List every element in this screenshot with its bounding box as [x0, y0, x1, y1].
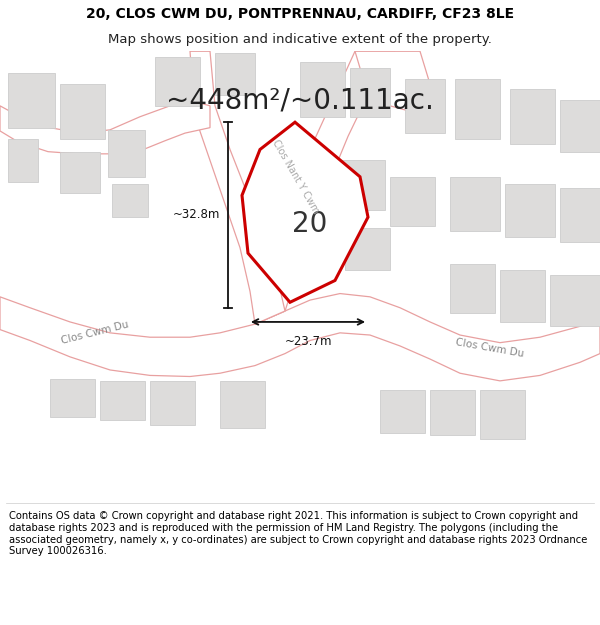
Polygon shape [242, 122, 368, 302]
Polygon shape [215, 53, 255, 95]
Polygon shape [390, 177, 435, 226]
Polygon shape [50, 379, 95, 417]
Polygon shape [450, 177, 500, 231]
Polygon shape [108, 130, 145, 177]
Polygon shape [0, 101, 210, 154]
Text: 20: 20 [292, 210, 328, 238]
Polygon shape [510, 89, 555, 144]
Polygon shape [560, 188, 600, 242]
Polygon shape [0, 294, 600, 381]
Polygon shape [60, 152, 100, 193]
Polygon shape [450, 264, 495, 313]
Polygon shape [100, 381, 145, 420]
Polygon shape [190, 51, 285, 324]
Polygon shape [155, 57, 200, 106]
Polygon shape [8, 73, 55, 127]
Polygon shape [455, 79, 500, 139]
Text: Clos Cwm Du: Clos Cwm Du [60, 319, 130, 346]
Polygon shape [112, 184, 148, 217]
Polygon shape [550, 275, 600, 326]
Text: Map shows position and indicative extent of the property.: Map shows position and indicative extent… [108, 34, 492, 46]
Polygon shape [505, 184, 555, 237]
Text: Clos Nant Y Cwm: Clos Nant Y Cwm [270, 138, 320, 216]
Polygon shape [255, 51, 395, 324]
Polygon shape [500, 269, 545, 322]
Polygon shape [355, 51, 430, 111]
Text: Clos Cwm Du: Clos Cwm Du [455, 337, 525, 359]
Polygon shape [220, 381, 265, 428]
Polygon shape [350, 68, 390, 117]
Polygon shape [300, 62, 345, 117]
Text: Contains OS data © Crown copyright and database right 2021. This information is : Contains OS data © Crown copyright and d… [9, 511, 587, 556]
Polygon shape [8, 139, 38, 182]
Polygon shape [560, 101, 600, 152]
Polygon shape [380, 389, 425, 433]
Polygon shape [60, 84, 105, 139]
Polygon shape [480, 389, 525, 439]
Polygon shape [150, 381, 195, 424]
Polygon shape [265, 177, 330, 269]
Text: ~32.8m: ~32.8m [173, 209, 220, 221]
Polygon shape [345, 228, 390, 269]
Polygon shape [405, 79, 445, 133]
Text: 20, CLOS CWM DU, PONTPRENNAU, CARDIFF, CF23 8LE: 20, CLOS CWM DU, PONTPRENNAU, CARDIFF, C… [86, 8, 514, 21]
Text: ~448m²/~0.111ac.: ~448m²/~0.111ac. [166, 86, 434, 114]
Polygon shape [340, 161, 385, 209]
Polygon shape [430, 389, 475, 436]
Text: ~23.7m: ~23.7m [284, 335, 332, 348]
